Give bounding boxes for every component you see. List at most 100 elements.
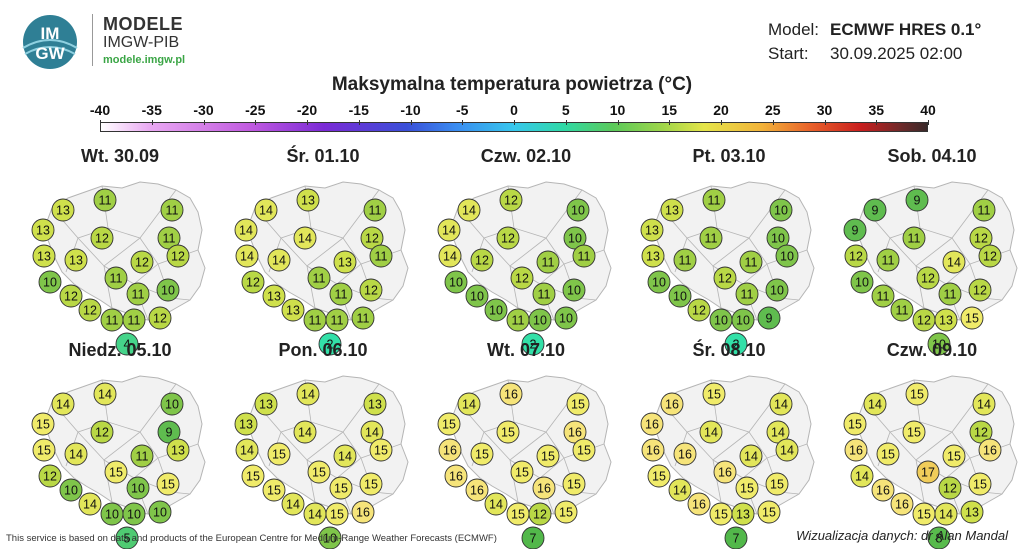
temperature-circle <box>235 438 259 462</box>
temperature-marker: 10 <box>156 278 180 302</box>
temperature-circle <box>536 444 560 468</box>
forecast-day-label: Czw. 09.10 <box>886 340 978 360</box>
scale-tick-mark <box>669 120 671 125</box>
temperature-circle <box>640 218 664 242</box>
temperature-value: 14 <box>308 508 322 522</box>
temperature-value: 12 <box>917 314 931 328</box>
temperature-marker: 14 <box>64 442 88 466</box>
poland-map: 13 14 13 13 14 14 15 14 15 14 15 15 15 15 15 14 14 15 16 10 <box>234 375 409 549</box>
temperature-value: 15 <box>364 478 378 492</box>
temperature-circle <box>484 298 508 322</box>
temperature-marker: 11 <box>506 308 530 332</box>
scale-tick-mark <box>410 120 412 125</box>
region-border <box>509 265 519 309</box>
temperature-circle <box>329 476 353 500</box>
scale-tick-mark <box>151 120 153 125</box>
temperature-circle <box>262 478 286 502</box>
temperature-value: 12 <box>973 284 987 298</box>
temperature-value: 13 <box>646 250 660 264</box>
poland-map: 14 15 14 15 15 12 16 16 15 15 14 17 16 15 12 16 15 14 13 8 <box>843 375 1018 549</box>
temperature-marker: 15 <box>325 502 349 526</box>
temperature-value: 13 <box>69 254 83 268</box>
temperature-circle <box>871 284 895 308</box>
temperature-marker: 11 <box>739 250 763 274</box>
temperature-marker: 10 <box>668 284 692 308</box>
temperature-circle <box>281 298 305 322</box>
temperature-marker: 16 <box>444 464 468 488</box>
temperature-value: 14 <box>443 250 457 264</box>
scale-tick-label: -30 <box>193 102 214 118</box>
temperature-circle <box>307 460 331 484</box>
temperature-value: 10 <box>105 508 119 522</box>
temperature-circle <box>916 266 940 290</box>
temperature-circle <box>241 464 265 488</box>
temperature-value: 11 <box>944 288 957 302</box>
temperature-value: 15 <box>334 482 348 496</box>
region-border <box>103 265 113 309</box>
temperature-marker: 11 <box>329 282 353 306</box>
temperature-marker: 11 <box>104 266 128 290</box>
brand-url[interactable]: modele.imgw.pl <box>103 54 186 66</box>
temperature-marker: 15 <box>735 476 759 500</box>
temperature-circle <box>890 492 914 516</box>
poland-map: 16 15 14 16 14 14 14 16 16 14 15 16 14 15 15 16 15 13 15 7 <box>640 375 815 549</box>
region-border <box>306 265 316 309</box>
temperature-value: 13 <box>239 418 253 432</box>
temperature-circle <box>31 218 55 242</box>
temperature-marker: 15 <box>968 472 992 496</box>
temperature-marker: 11 <box>130 444 154 468</box>
temperature-marker: 14 <box>438 244 462 268</box>
poland-map: 13 11 11 13 12 11 12 13 13 12 10 11 12 10 11 12 11 11 12 4 <box>31 181 206 356</box>
temperature-circle <box>647 270 671 294</box>
temperature-circle <box>93 188 117 212</box>
temperature-value: 14 <box>673 484 687 498</box>
temperature-marker: 4 <box>115 332 139 356</box>
temperature-marker: 11 <box>972 198 996 222</box>
temperature-value: 11 <box>106 314 119 328</box>
temperature-circle <box>267 442 291 466</box>
scale-tick-mark <box>824 120 826 125</box>
temperature-circle <box>318 526 342 549</box>
temperature-value: 12 <box>364 284 378 298</box>
temperature-marker: 10 <box>444 270 468 294</box>
region-border <box>712 459 722 503</box>
temperature-marker: 11 <box>157 226 181 250</box>
temperature-circle <box>927 332 951 356</box>
temperature-circle <box>438 438 462 462</box>
temperature-circle <box>444 464 468 488</box>
temperature-circle <box>115 332 139 356</box>
temperature-marker: 15 <box>307 460 331 484</box>
temperature-marker: 15 <box>470 442 494 466</box>
temperature-circle <box>572 438 596 462</box>
temperature-marker: 15 <box>572 438 596 462</box>
temperature-circle <box>960 306 984 330</box>
temperature-value: 17 <box>921 466 935 480</box>
temperature-value: 10 <box>153 506 167 520</box>
temperature-value: 12 <box>974 232 988 246</box>
temperature-value: 14 <box>977 398 991 412</box>
temperature-value: 16 <box>568 426 582 440</box>
temperature-value: 16 <box>718 466 732 480</box>
temperature-circle <box>863 392 887 416</box>
temperature-marker: 10 <box>731 308 755 332</box>
temperature-marker: 14 <box>863 392 887 416</box>
temperature-marker: 14 <box>942 250 966 274</box>
temperature-circle <box>673 442 697 466</box>
temperature-marker: 15 <box>912 502 936 526</box>
temperature-circle <box>850 270 874 294</box>
temperature-value: 12 <box>718 272 732 286</box>
temperature-value: 14 <box>365 426 379 440</box>
temperature-marker: 13 <box>660 198 684 222</box>
temperature-circle <box>942 444 966 468</box>
scale-tick-label: 30 <box>816 102 833 118</box>
temperature-circle <box>735 476 759 500</box>
temperature-value: 10 <box>774 204 788 218</box>
temperature-marker: 15 <box>702 382 726 406</box>
temperature-value: 10 <box>771 232 785 246</box>
temperature-circle <box>235 244 259 268</box>
temperature-marker: 10 <box>927 332 951 356</box>
temperature-circle <box>554 306 578 330</box>
temperature-marker: 12 <box>969 420 993 444</box>
imgw-logo: IM GW <box>20 12 84 75</box>
